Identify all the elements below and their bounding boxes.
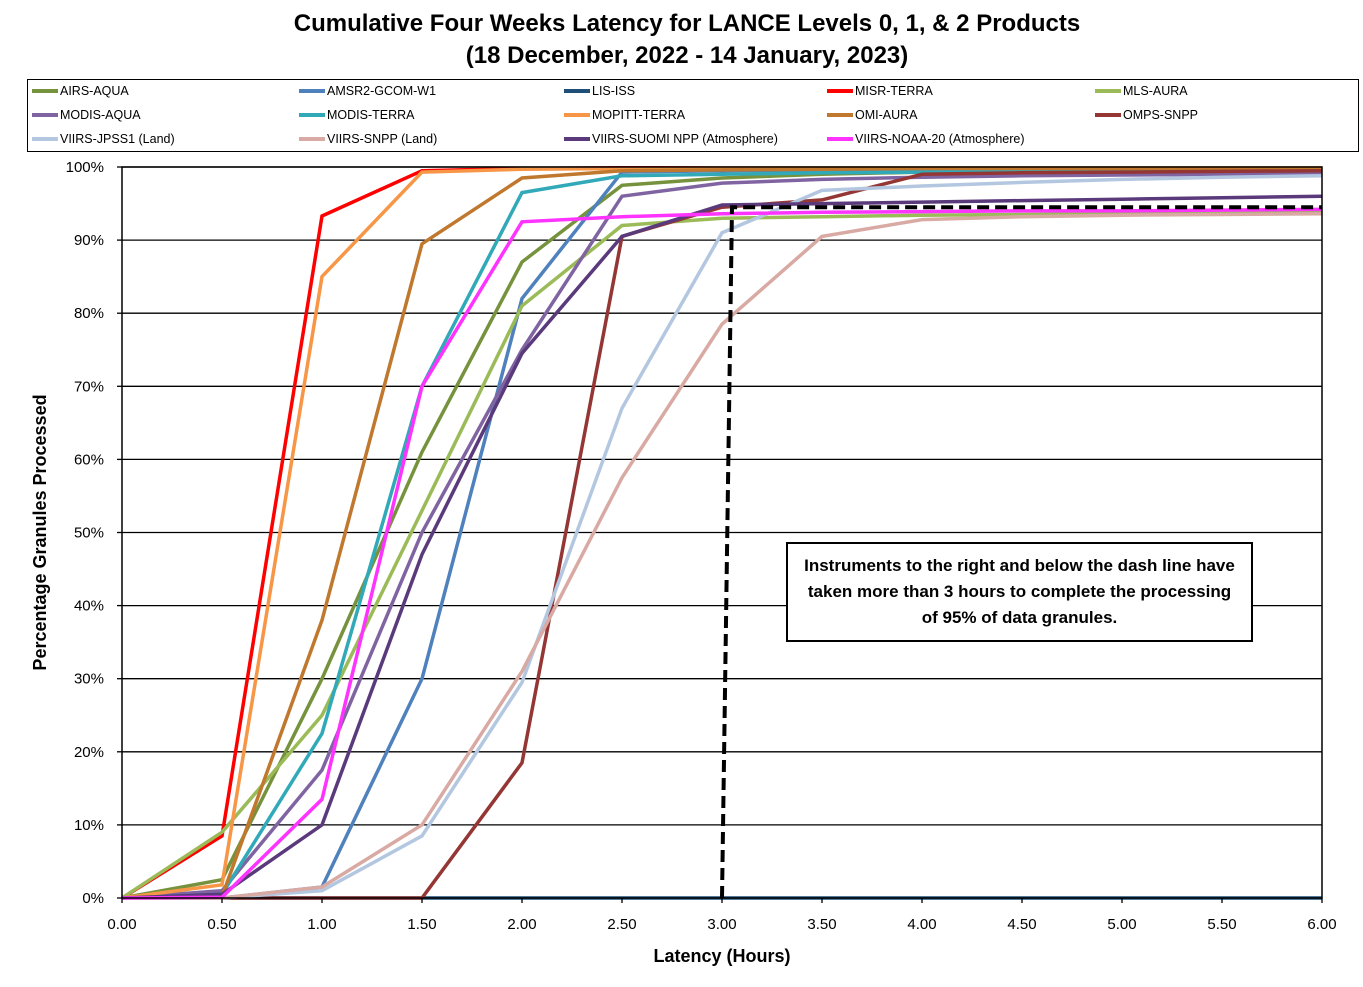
legend-label: VIIRS-SUOMI NPP (Atmosphere) [592, 132, 778, 146]
y-tick-label: 20% [74, 744, 104, 761]
legend-label: MODIS-AQUA [60, 108, 141, 122]
y-tick-label: 70% [74, 378, 104, 395]
legend-swatch [564, 89, 590, 93]
x-tick-label: 4.50 [1007, 916, 1036, 933]
y-tick-label: 100% [66, 159, 104, 176]
legend-item-omps-snpp: OMPS-SNPP [1095, 105, 1198, 125]
x-tick-label: 1.50 [407, 916, 436, 933]
x-tick-label: 3.00 [707, 916, 736, 933]
x-tick-label: 2.50 [607, 916, 636, 933]
legend-swatch [299, 137, 325, 141]
legend-item-viirs-suomi-npp-atmosphere: VIIRS-SUOMI NPP (Atmosphere) [564, 129, 778, 149]
x-axis-label: Latency (Hours) [653, 946, 790, 966]
x-tick-label: 2.00 [507, 916, 536, 933]
chart-legend: AIRS-AQUA AMSR2-GCOM-W1 LIS-ISS MISR-TERRA M… [27, 79, 1359, 152]
legend-item-modis-aqua: MODIS-AQUA [32, 105, 141, 125]
legend-item-mopitt-terra: MOPITT-TERRA [564, 105, 685, 125]
y-tick-label: 0% [82, 890, 104, 907]
legend-item-amsr2-gcom-w1: AMSR2-GCOM-W1 [299, 81, 436, 101]
legend-label: VIIRS-NOAA-20 (Atmosphere) [855, 132, 1025, 146]
legend-swatch [827, 137, 853, 141]
chart-title: Cumulative Four Weeks Latency for LANCE … [293, 10, 1081, 37]
threshold-line [720, 205, 1322, 899]
legend-label: AMSR2-GCOM-W1 [327, 84, 437, 98]
y-axis-label: Percentage Granules Processed [30, 394, 50, 670]
chart-subtitle: (18 December, 2022 - 14 January, 2023) [465, 42, 909, 69]
x-tick-labels: 0.00 0.50 1.00 1.50 2.00 2.50 3.00 3.50 4.00 4.50… [107, 898, 1337, 933]
series-line-viirs-jpss1-land [122, 174, 1323, 900]
x-tick-label: 4.00 [907, 916, 936, 933]
legend-label: AIRS-AQUA [60, 84, 129, 98]
x-tick-label: 0.50 [207, 916, 236, 933]
legend-swatch [564, 113, 590, 117]
legend-label: VIIRS-JPSS1 (Land) [60, 132, 175, 146]
series-line-omi-aura [121, 166, 1322, 900]
y-tick-label: 40% [74, 598, 104, 615]
legend-item-lis-iss: LIS-ISS [564, 81, 635, 101]
legend-label: MLS-AURA [1123, 84, 1188, 98]
legend-item-airs-aqua: AIRS-AQUA [32, 81, 129, 101]
y-tick-label: 80% [74, 305, 104, 322]
annotation-text: Instruments to the right and below the d… [804, 556, 1235, 627]
legend-swatch [827, 113, 853, 117]
legend-item-viirs-noaa-20-atmosphere: VIIRS-NOAA-20 (Atmosphere) [827, 129, 1025, 149]
y-tick-labels: 0% 10% 20% 30% 40% 50% 60% 70% 80% 90% 100% [66, 159, 104, 907]
series-line-viirs-noaa-20-atmosphere [121, 207, 1323, 900]
legend-item-viirs-snpp-land: VIIRS-SNPP (Land) [299, 129, 437, 149]
legend-label: OMI-AURA [855, 108, 918, 122]
series-line-viirs-snpp-land [122, 212, 1323, 900]
x-tick-label: 0.00 [107, 916, 136, 933]
legend-item-mls-aura: MLS-AURA [1095, 81, 1188, 101]
legend-label: OMPS-SNPP [1123, 108, 1199, 122]
legend-swatch [299, 113, 325, 117]
annotation-box: Instruments to the right and below the d… [786, 542, 1253, 642]
legend-item-modis-terra: MODIS-TERRA [299, 105, 415, 125]
legend-swatch [827, 89, 853, 93]
y-tick-label: 90% [74, 232, 104, 249]
x-tick-label: 1.00 [307, 916, 336, 933]
legend-swatch [1095, 89, 1121, 93]
legend-label: MISR-TERRA [855, 84, 933, 98]
y-tick-label: 10% [74, 817, 104, 834]
legend-swatch [1095, 113, 1121, 117]
legend-label: LIS-ISS [592, 84, 636, 98]
series-line-modis-aqua [121, 171, 1323, 900]
legend-swatch [564, 137, 590, 141]
legend-swatch [299, 89, 325, 93]
legend-item-omi-aura: OMI-AURA [827, 105, 918, 125]
x-tick-label: 3.50 [807, 916, 836, 933]
x-tick-label: 5.00 [1107, 916, 1136, 933]
legend-item-misr-terra: MISR-TERRA [827, 81, 933, 101]
legend-label: VIIRS-SNPP (Land) [327, 132, 438, 146]
y-tick-label: 50% [74, 525, 104, 542]
legend-swatch [32, 89, 58, 93]
x-tick-label: 6.00 [1307, 916, 1336, 933]
gridlines [117, 166, 1322, 899]
y-tick-label: 60% [74, 451, 104, 468]
y-tick-label: 30% [74, 671, 104, 688]
x-tick-label: 5.50 [1207, 916, 1236, 933]
legend-swatch [32, 113, 58, 117]
legend-item-viirs-jpss1-land: VIIRS-JPSS1 (Land) [32, 129, 175, 149]
legend-swatch [32, 137, 58, 141]
series-line-viirs-suomi-npp-atmosphere [121, 194, 1323, 900]
threshold-dash-line [720, 205, 1322, 899]
legend-label: MODIS-TERRA [327, 108, 415, 122]
legend-label: MOPITT-TERRA [592, 108, 686, 122]
